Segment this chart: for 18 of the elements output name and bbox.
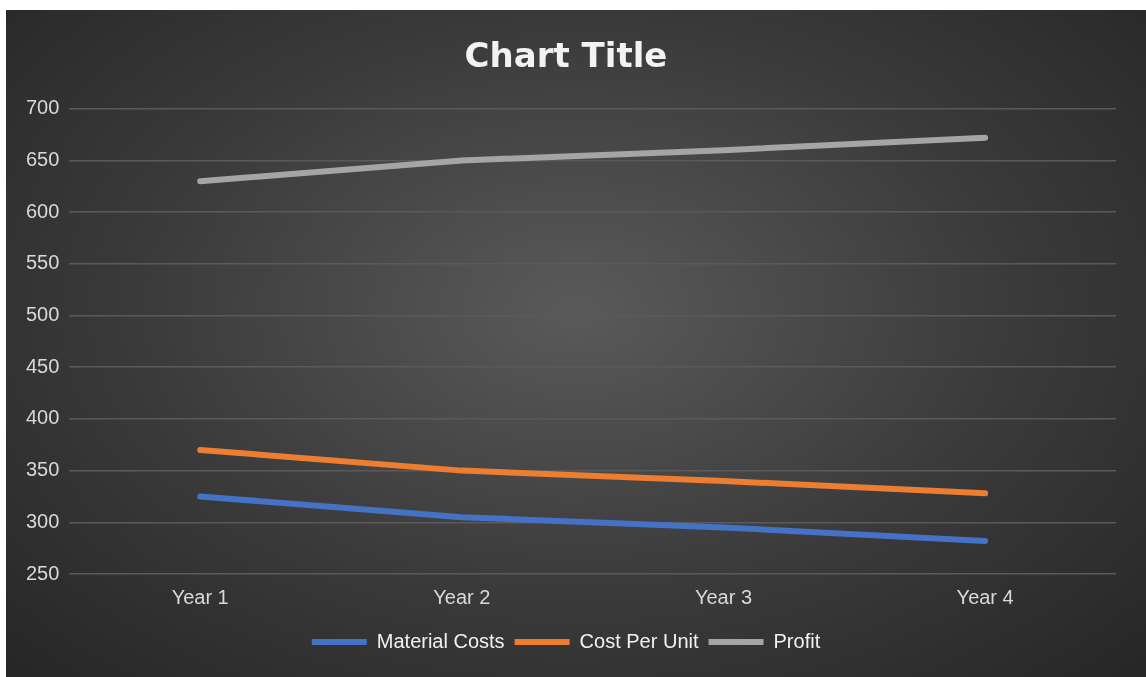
- y-tick-label: 250: [25, 561, 60, 584]
- legend-label: Material Costs: [376, 629, 505, 652]
- y-tick-label: 500: [25, 303, 60, 326]
- y-tick-label: 450: [25, 354, 60, 377]
- y-tick-label: 350: [25, 458, 60, 481]
- chart-title: Chart Title: [464, 35, 668, 76]
- y-tick-label: 650: [25, 148, 60, 170]
- x-tick-label: Year 2: [433, 585, 491, 608]
- x-tick-label: Year 3: [694, 585, 753, 608]
- y-tick-label: 600: [25, 199, 60, 222]
- y-tick-label: 550: [25, 251, 60, 274]
- y-tick-label: 700: [25, 96, 60, 119]
- legend-label: Cost Per Unit: [579, 629, 699, 652]
- x-tick-label: Year 4: [956, 585, 1014, 608]
- legend-label: Profit: [773, 629, 821, 652]
- y-tick-label: 300: [25, 509, 60, 532]
- y-tick-label: 400: [25, 406, 60, 429]
- x-tick-label: Year 1: [171, 585, 229, 608]
